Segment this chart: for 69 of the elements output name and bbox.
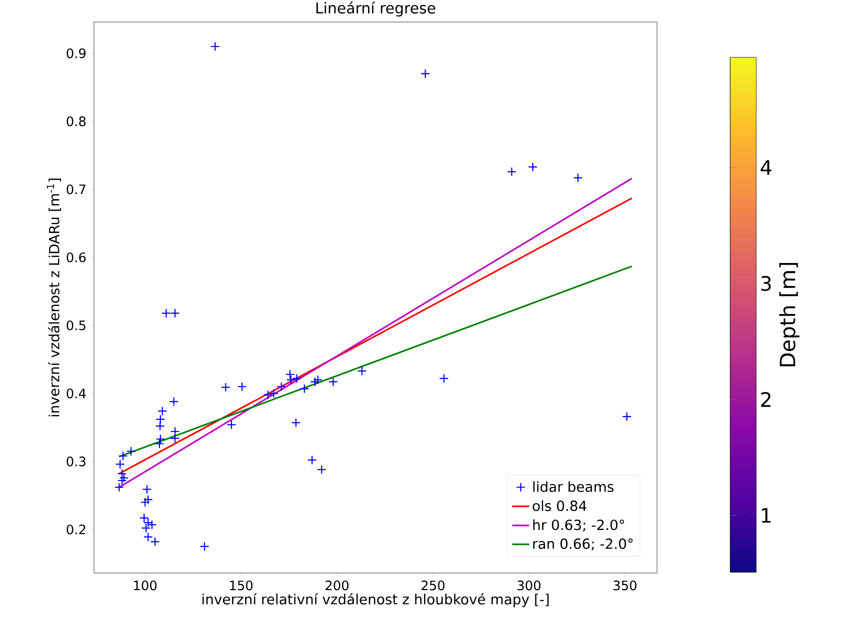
x-tick-label: 300 — [518, 580, 540, 590]
color-bar-label: 4 — [760, 160, 772, 175]
point — [276, 382, 286, 392]
point — [143, 494, 153, 504]
point — [506, 166, 516, 176]
point — [310, 377, 320, 387]
point — [328, 377, 338, 387]
point — [528, 162, 538, 172]
point — [169, 396, 179, 406]
y-tick-label: 0.2 — [66, 524, 86, 534]
y-tick-label: 0.9 — [66, 48, 86, 58]
x-tick-label: 350 — [614, 580, 636, 590]
point — [420, 68, 430, 78]
point — [114, 482, 124, 492]
point — [154, 439, 164, 449]
point — [573, 173, 583, 183]
legend-label: ols 0.84 — [532, 500, 586, 512]
point — [170, 308, 180, 318]
point — [226, 420, 236, 430]
point — [307, 455, 317, 465]
point — [316, 464, 326, 474]
chart-title: Lineární regrese — [316, 1, 436, 17]
y-tick-label: 0.4 — [66, 388, 86, 398]
color-bar-label: 2 — [761, 392, 770, 407]
point — [286, 375, 296, 385]
point — [220, 382, 230, 392]
point — [622, 412, 632, 422]
point — [291, 418, 301, 428]
point — [155, 421, 165, 431]
point — [161, 308, 171, 318]
point — [118, 451, 128, 461]
point — [115, 459, 125, 469]
point — [156, 434, 166, 444]
color-bar-label: 1 — [762, 508, 771, 523]
point — [357, 366, 367, 376]
point — [170, 426, 180, 436]
legend-label: lidar beams — [533, 481, 614, 492]
x-tick-label: 150 — [230, 580, 253, 590]
point — [263, 390, 273, 400]
point — [147, 520, 157, 530]
point — [313, 375, 323, 385]
y-tick-label: 0.7 — [66, 184, 86, 194]
y-tick-label: 0.8 — [66, 116, 86, 126]
y-tick-label: 0.5 — [66, 320, 86, 330]
point — [158, 406, 168, 416]
x-tick-label: 250 — [422, 580, 444, 590]
y-axis-title: inverzní vzdálenost z LiDARu [m$^{-1}$] — [46, 178, 62, 416]
x-tick-label: 200 — [326, 580, 349, 590]
y-tick-label: 0.3 — [66, 456, 86, 466]
x-axis-title: inverzní relativní vzdálenost z hloubkové mapy [-] — [202, 593, 549, 608]
point — [200, 542, 210, 552]
point — [237, 382, 247, 392]
y-tick-label: 0.6 — [66, 252, 86, 262]
point — [142, 484, 152, 494]
color-bar-label: 3 — [761, 276, 771, 291]
point — [140, 498, 150, 508]
color-bar-title: Depth [m] — [779, 263, 800, 366]
point — [300, 384, 310, 394]
point — [117, 476, 127, 486]
x-tick-label: 100 — [134, 580, 157, 590]
point — [170, 434, 180, 444]
point — [439, 374, 449, 384]
point — [210, 42, 220, 52]
point — [268, 388, 278, 398]
point — [126, 446, 136, 456]
legend-label: ran 0.66; -2.0° — [533, 538, 633, 550]
legend-label: hr 0.63; -2.0° — [533, 519, 624, 532]
point — [156, 414, 166, 424]
point — [141, 523, 151, 533]
